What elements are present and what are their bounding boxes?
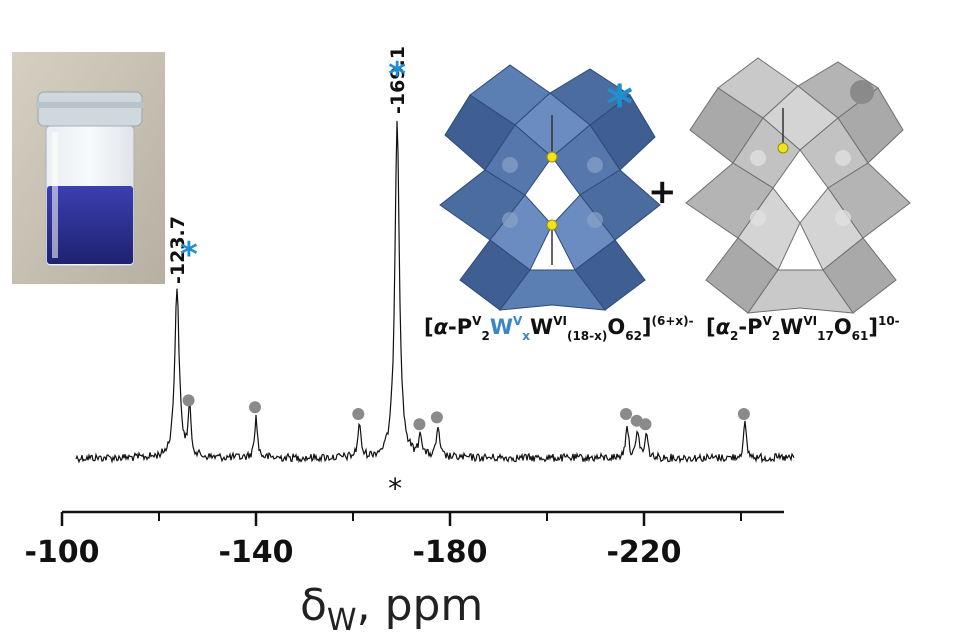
blue-cluster-star: * xyxy=(606,75,633,135)
peak-label: -169.1 xyxy=(387,46,409,114)
peak-star-marker: * xyxy=(388,55,406,95)
nmr-spectrum-trace xyxy=(75,120,795,464)
x-axis-title: δW, ppm xyxy=(300,580,483,634)
minor-peak-dot xyxy=(430,411,443,424)
x-tick-label: -100 xyxy=(24,535,99,570)
minor-peak-dot xyxy=(352,408,365,420)
x-axis-ticks: -100 -140 -180 -220 xyxy=(24,512,742,570)
x-tick-label: -220 xyxy=(606,535,681,570)
peak-markers: -123.7*-169.1** xyxy=(167,46,750,505)
gray-cluster-illustration xyxy=(685,57,911,314)
minor-peak-dot xyxy=(737,408,750,420)
blue-cluster-illustration xyxy=(439,64,661,311)
minor-peak-dot xyxy=(249,401,261,414)
x-tick-label: -180 xyxy=(412,535,487,570)
minor-peak-dot xyxy=(413,418,426,431)
peak-star-marker: * xyxy=(180,235,198,275)
formula-blue-species: [α-PV2WVxWVI(18-x)O62](6+x)- xyxy=(424,314,694,343)
minor-peak-dot xyxy=(639,418,652,431)
peak-label: -123.7 xyxy=(167,216,189,284)
minor-peak-dot xyxy=(182,394,195,407)
minor-peak-dot xyxy=(620,408,633,420)
formula-gray-species: [α2-PV2WVI17O61]10- xyxy=(706,314,900,343)
vial-photo xyxy=(12,52,165,284)
x-tick-label: -140 xyxy=(218,535,293,570)
gray-cluster-dot xyxy=(850,80,874,104)
plus-sign: + xyxy=(648,172,677,212)
baseline-star-marker: * xyxy=(388,472,402,505)
